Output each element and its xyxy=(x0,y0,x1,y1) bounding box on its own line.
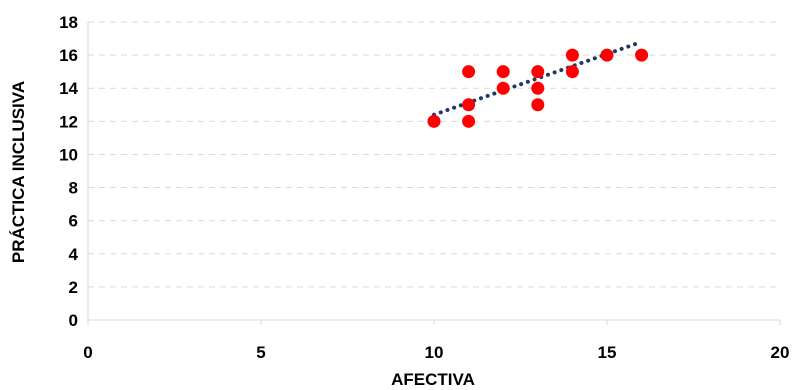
data-point xyxy=(600,48,614,62)
data-point xyxy=(462,98,476,112)
data-points xyxy=(427,48,649,128)
y-tick-label: 12 xyxy=(59,112,78,131)
x-tick-label: 0 xyxy=(83,343,92,362)
y-tick-label: 14 xyxy=(59,79,78,98)
data-point xyxy=(531,98,545,112)
data-point xyxy=(462,65,476,79)
x-tick-label: 5 xyxy=(256,343,265,362)
x-tick-label: 10 xyxy=(425,343,444,362)
y-axis-title: PRÁCTICA INCLUSIVA xyxy=(9,81,28,263)
x-axis-title: AFECTIVA xyxy=(391,370,475,389)
data-point xyxy=(531,65,545,79)
x-tick-label: 20 xyxy=(771,343,790,362)
y-tick-label: 8 xyxy=(69,179,78,198)
y-tick-label: 6 xyxy=(69,212,78,231)
x-tick-label: 15 xyxy=(598,343,617,362)
data-point xyxy=(565,65,579,79)
y-tick-label: 4 xyxy=(69,245,79,264)
x-tick-labels: 0 5 10 15 20 xyxy=(83,343,789,362)
y-tick-label: 16 xyxy=(59,46,78,65)
grid-lines xyxy=(88,21,780,288)
y-tick-label: 10 xyxy=(59,145,78,164)
y-tick-label: 2 xyxy=(69,278,78,297)
y-tick-label: 0 xyxy=(69,311,78,330)
data-point xyxy=(427,114,441,128)
data-point xyxy=(496,65,510,79)
data-point xyxy=(565,48,579,62)
data-point xyxy=(635,48,649,62)
y-tick-label: 18 xyxy=(59,13,78,32)
data-point xyxy=(496,81,510,95)
axes xyxy=(87,22,781,325)
data-point xyxy=(462,114,476,128)
data-point xyxy=(531,81,545,95)
y-tick-labels: 0 2 4 6 8 10 12 14 16 18 xyxy=(59,13,78,330)
